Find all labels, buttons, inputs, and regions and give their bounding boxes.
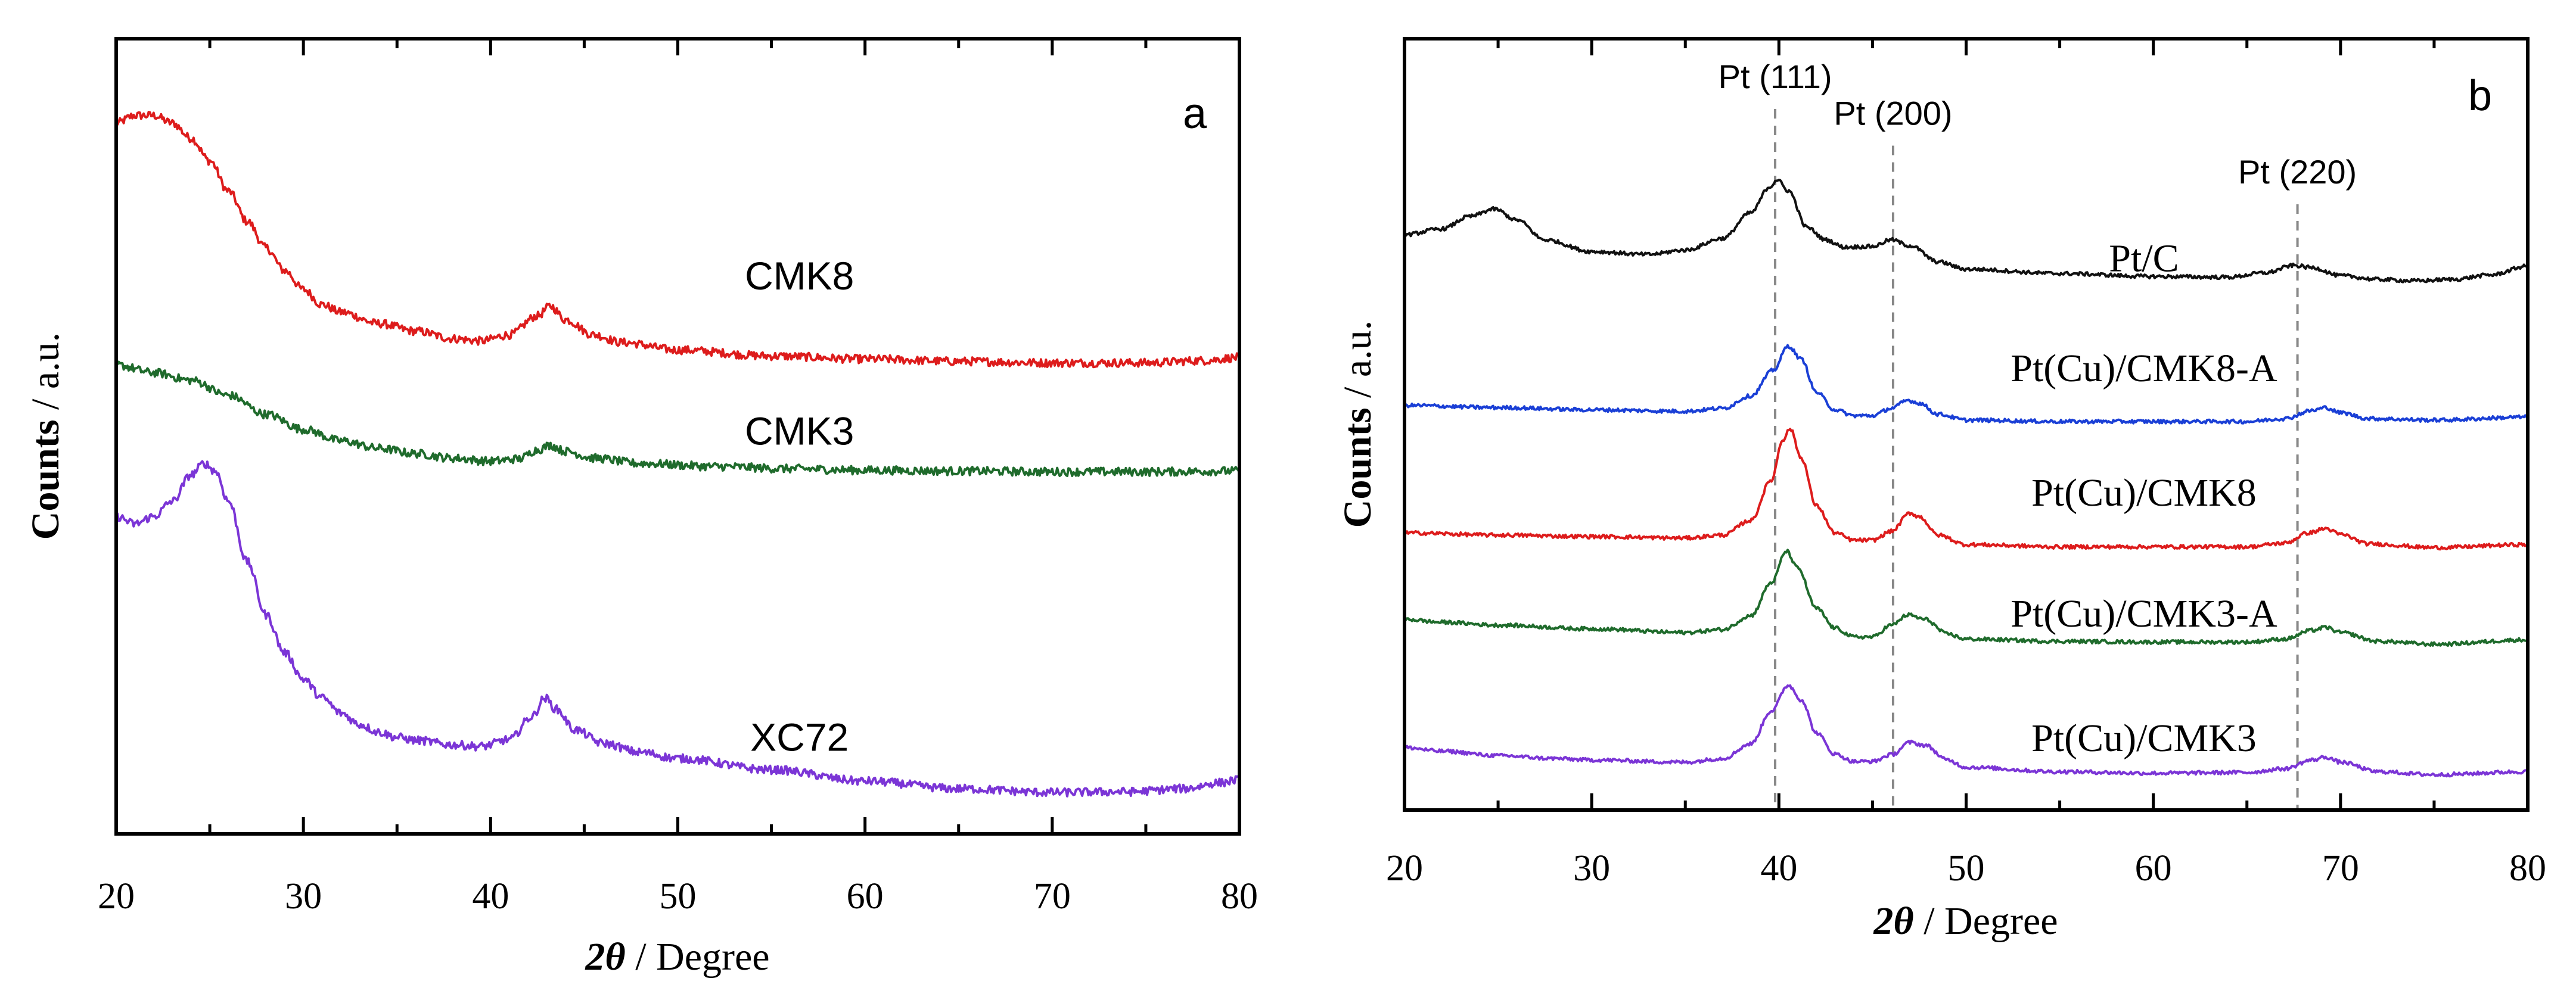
panel-b-axis-frame — [1403, 37, 2530, 812]
panel-b-ref-label-0: Pt (111) — [1719, 58, 1832, 95]
panel-b-x-axis-title: 2θ / Degree — [1873, 899, 2058, 943]
panel-a-chart: 20 30 40 50 60 70 80 CMK8 CMK3 XC72 a 2θ / Degre… — [24, 37, 1258, 979]
panel-a-x-axis-title: 2θ / Degree — [585, 935, 769, 979]
panel-b-series-2-label: Pt(Cu)/CMK8 — [2031, 471, 2257, 515]
panel-b-x-axis-unit: / Degree — [1914, 899, 2058, 943]
panel-b-series-1-label: Pt(Cu)/CMK8-A — [2011, 347, 2277, 390]
panel-a-series-2-line — [116, 460, 1240, 798]
panel-b-x-tick-label-1: 30 — [1573, 848, 1610, 889]
panel-a-x-tick-label-3: 50 — [660, 876, 697, 917]
panel-b-ref-label-1: Pt (200) — [1834, 95, 1952, 132]
panel-b-x-tick-label-0: 20 — [1386, 848, 1423, 889]
panel-a-x-tick-label-6: 80 — [1221, 876, 1258, 917]
panel-b-y-axis-title: Counts / a.u. — [1336, 320, 1379, 528]
panel-a-series-0-line — [115, 111, 1241, 369]
panel-b-series-0-line — [1403, 178, 2529, 284]
panel-a-axis-frame — [114, 37, 1241, 836]
panel-a-y-axis-unit: / a.u. — [24, 332, 67, 420]
panel-b-series-1-line — [1404, 344, 2529, 425]
panel-b-x-tick-label-4: 60 — [2135, 848, 2172, 889]
panel-a-x-tick-label-4: 60 — [847, 876, 884, 917]
panel-a-letter: a — [1183, 90, 1207, 138]
panel-a-series-labels: CMK8 CMK3 XC72 — [745, 254, 854, 759]
panel-b-series-2-line — [1404, 428, 2529, 551]
panel-b-curves — [1403, 178, 2529, 778]
panel-a-curves — [115, 111, 1241, 798]
panel-a-y-axis-bold: Counts — [24, 419, 67, 540]
panel-a-ticks: 20 30 40 50 60 70 80 — [98, 39, 1258, 917]
panel-b-letter: b — [2468, 72, 2492, 120]
panel-b-ticks: 20 30 40 50 60 70 80 — [1386, 39, 2546, 889]
panel-a-x-tick-label-0: 20 — [98, 876, 135, 917]
panel-a-series-1-line — [115, 360, 1241, 477]
panel-b-x-tick-label-5: 70 — [2322, 848, 2359, 889]
panel-b-x-tick-label-3: 50 — [1948, 848, 1985, 889]
panel-a-x-tick-label-2: 40 — [472, 876, 509, 917]
panel-b-series-labels: Pt/C Pt(Cu)/CMK8-A Pt(Cu)/CMK8 Pt(Cu)/CMK3-… — [2011, 237, 2277, 761]
panel-b-x-tick-label-6: 80 — [2509, 848, 2546, 889]
panel-a-series-1-label: CMK3 — [745, 409, 854, 453]
panel-b-series-0-label: Pt/C — [2109, 237, 2179, 281]
panel-b-series-4-line — [1404, 684, 2529, 778]
panel-a-x-axis-variable: 2θ — [585, 935, 625, 979]
panel-b-chart: Pt (111)Pt (200)Pt (220) 20 30 40 50 60 70 80 … — [1336, 37, 2546, 943]
panel-b-series-3-label: Pt(Cu)/CMK3-A — [2011, 592, 2277, 636]
panel-a-series-0-label: CMK8 — [745, 254, 854, 298]
panel-b-reference-lines: Pt (111)Pt (200) Pt (220) — [1719, 58, 2357, 810]
panel-b-x-tick-label-2: 40 — [1760, 848, 1797, 889]
panel-b-y-axis-bold: Counts — [1336, 407, 1379, 528]
panel-a-x-axis-unit: / Degree — [626, 935, 770, 979]
panel-b-series-3-line — [1403, 549, 2529, 647]
panel-b-ref-label-2: Pt (220) — [2238, 153, 2357, 191]
panel-b-x-axis-variable: 2θ — [1873, 899, 1913, 943]
panel-b-y-axis-unit: / a.u. — [1336, 320, 1379, 408]
panel-a-x-tick-label-5: 70 — [1034, 876, 1071, 917]
panel-a-x-tick-label-1: 30 — [285, 876, 322, 917]
panel-a-y-axis-title: Counts / a.u. — [24, 332, 67, 540]
panel-b-series-4-label: Pt(Cu)/CMK3 — [2031, 717, 2257, 760]
panel-a-series-2-label: XC72 — [750, 715, 849, 759]
